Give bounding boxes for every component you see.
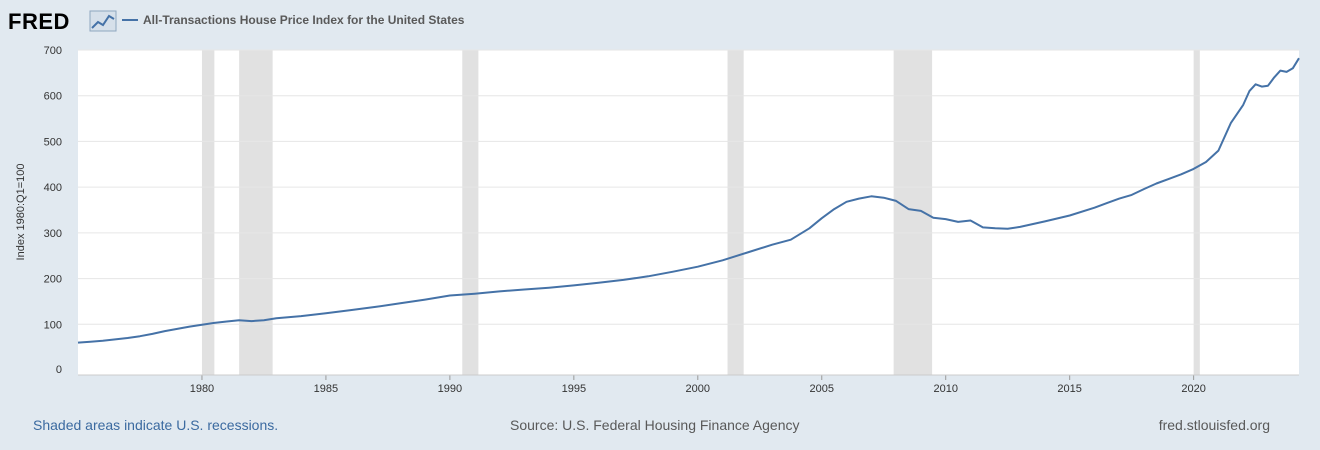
recession-band-2	[462, 50, 479, 375]
fred-logo[interactable]: FRED	[8, 9, 70, 34]
y-tick-label-0: 0	[56, 364, 62, 376]
source-text: Source: U.S. Federal Housing Finance Age…	[510, 417, 800, 433]
recession-band-0	[201, 50, 215, 375]
x-tick-label-2010: 2010	[933, 383, 957, 395]
recession-band-5	[1193, 50, 1200, 375]
y-axis-ticks: 0 100 200 300 400 500 600 700	[44, 45, 62, 376]
y-tick-label-600: 600	[44, 91, 62, 103]
legend-label[interactable]: All-Transactions House Price Index for t…	[143, 13, 465, 27]
recession-band-1	[239, 50, 273, 375]
x-tick-label-1990: 1990	[438, 383, 462, 395]
y-tick-label-400: 400	[44, 182, 62, 194]
fred-url-link[interactable]: fred.stlouisfed.org	[1158, 417, 1270, 433]
x-tick-label-1995: 1995	[562, 383, 586, 395]
y-tick-label-500: 500	[44, 136, 62, 148]
x-tick-label-1985: 1985	[314, 383, 338, 395]
chart-line-icon	[89, 10, 117, 32]
x-tick-label-2015: 2015	[1057, 383, 1081, 395]
x-tick-label-1980: 1980	[190, 383, 214, 395]
y-tick-label-700: 700	[44, 45, 62, 57]
recession-note-link[interactable]: Shaded areas indicate U.S. recessions.	[33, 417, 279, 433]
chart: FRED All-Transactions House Price Index …	[8, 9, 1300, 395]
x-tick-label-2000: 2000	[686, 383, 710, 395]
y-axis-label: Index 1980:Q1=100	[15, 164, 27, 261]
gridlines	[78, 49, 1299, 325]
recession-band-4	[893, 50, 933, 375]
x-tick-label-2005: 2005	[810, 383, 834, 395]
x-axis-ticks: 1980 1985 1990 1995 2000 2005 2010 2015 2020	[78, 374, 1299, 395]
y-tick-label-300: 300	[44, 228, 62, 240]
series-line-0	[77, 57, 1300, 344]
plot-area	[78, 50, 1299, 375]
y-tick-label-200: 200	[44, 274, 62, 286]
x-tick-label-2020: 2020	[1181, 383, 1205, 395]
recession-band-3	[727, 50, 744, 375]
y-tick-label-100: 100	[44, 319, 62, 331]
series-group	[77, 57, 1300, 344]
